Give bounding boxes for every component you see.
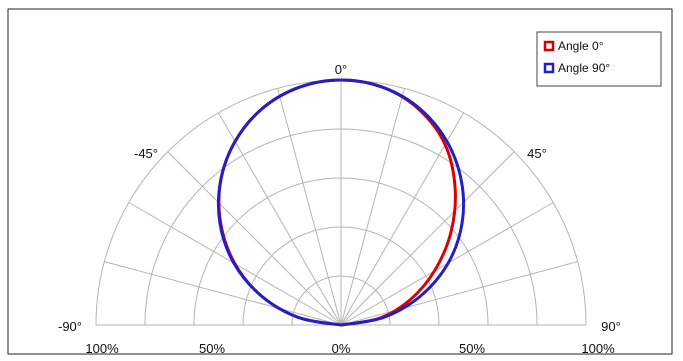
polar-grid [95, 79, 587, 326]
legend: Angle 0° Angle 90° [536, 31, 662, 87]
legend-box [536, 31, 662, 87]
grid-spoke [167, 151, 342, 326]
legend-swatch [543, 62, 555, 74]
legend-label: Angle 90° [558, 61, 610, 75]
radial-tick-label: 50% [199, 341, 225, 356]
radial-tick-label: 100% [581, 341, 615, 356]
grid-spoke [277, 88, 342, 326]
angle-tick-label: -45° [134, 146, 158, 161]
angle-tick-label: 0° [335, 62, 347, 77]
legend-label: Angle 0° [558, 39, 604, 53]
series-layer [216, 78, 466, 327]
grid-spoke [340, 261, 578, 326]
tick-labels: -90° -45° 0° 45° 90° 100% 50% 0% 50% 100% [58, 62, 621, 356]
radial-tick-label: 100% [85, 341, 119, 356]
grid-spoke [340, 151, 515, 326]
grid-spoke [340, 88, 405, 326]
angle-tick-label: -90° [58, 319, 82, 334]
angle-tick-label: 90° [601, 319, 621, 334]
grid-spoke [104, 261, 342, 326]
radial-tick-label: 50% [459, 341, 485, 356]
grid-spoke [218, 112, 342, 326]
grid-spoke [340, 112, 464, 326]
legend-swatch [543, 40, 555, 52]
series-line-2 [216, 78, 466, 327]
angle-tick-label: 45° [527, 146, 547, 161]
radial-tick-label: 0% [332, 341, 351, 356]
